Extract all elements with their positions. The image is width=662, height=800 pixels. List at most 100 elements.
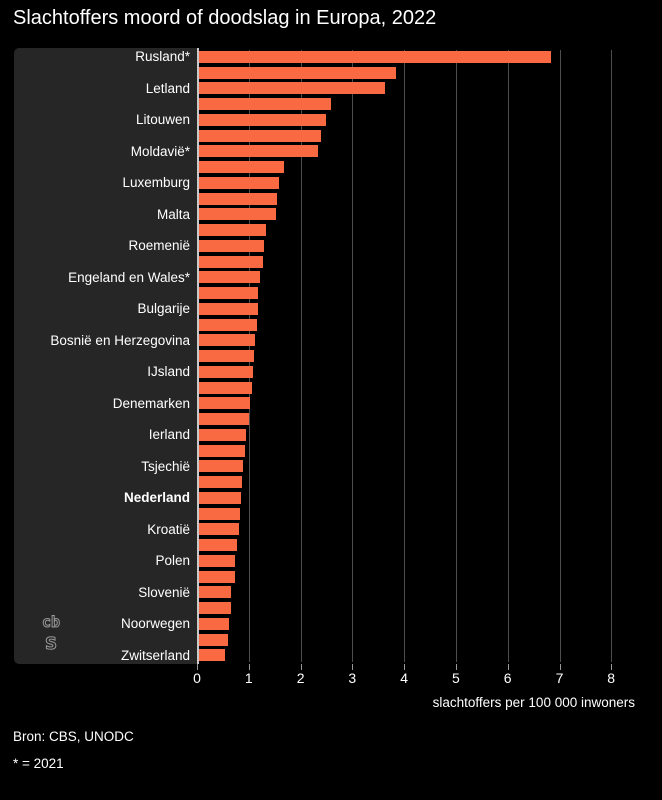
bar: [199, 82, 386, 95]
country-label: Denemarken: [112, 395, 190, 411]
bar-row: Rusland*: [14, 49, 648, 65]
bar: [199, 381, 252, 394]
bar: [199, 255, 264, 268]
bar-row: [14, 443, 648, 459]
bar: [199, 523, 239, 536]
bar: [199, 66, 396, 79]
x-axis-title: slachtoffers per 100 000 inwoners: [432, 695, 635, 710]
x-tick-label: 2: [296, 670, 305, 686]
bar-row: [14, 128, 648, 144]
bar: [199, 98, 331, 111]
bar-row: [14, 632, 648, 648]
x-axis-ticks: [197, 664, 648, 670]
bar-row: Letland: [14, 81, 648, 97]
country-label: Rusland*: [135, 49, 190, 65]
bar-row: [14, 285, 648, 301]
x-tick-mark: [559, 664, 561, 670]
x-tick-label: 8: [607, 670, 616, 686]
bar: [199, 287, 258, 300]
bar-row: [14, 317, 648, 333]
country-label: Tsjechië: [141, 458, 190, 474]
label-gutter: [14, 48, 197, 664]
bar: [199, 602, 231, 615]
country-label: Litouwen: [135, 112, 190, 128]
bar: [199, 633, 228, 646]
x-tick-mark: [611, 664, 613, 670]
bar: [199, 365, 254, 378]
bar-row: [14, 569, 648, 585]
bar-row: Moldavië*: [14, 144, 648, 160]
gridline: [507, 50, 509, 662]
bar: [199, 491, 241, 504]
bar: [199, 476, 242, 489]
bar: [199, 176, 280, 189]
bar-row: Nederland: [14, 490, 648, 506]
bar-row: [14, 159, 648, 175]
bar-row: [14, 191, 648, 207]
bar-row: Polen: [14, 553, 648, 569]
bar: [199, 239, 265, 252]
country-label: Zwitserland: [120, 647, 190, 663]
bar: [199, 554, 236, 567]
gridline: [300, 50, 302, 662]
bar-row: Ierland: [14, 427, 648, 443]
bar: [199, 129, 321, 142]
bar-row: Tsjechië: [14, 459, 648, 475]
bar: [199, 271, 260, 284]
bar-row: Engeland en Wales*: [14, 270, 648, 286]
country-label: Moldavië*: [130, 143, 190, 159]
source-note: Bron: CBS, UNODC: [13, 729, 134, 744]
x-tick-mark: [404, 664, 406, 670]
country-label: Noorwegen: [120, 616, 190, 632]
bar: [199, 50, 552, 63]
bar-row: [14, 380, 648, 396]
bar: [199, 507, 241, 520]
bar: [199, 208, 276, 221]
x-axis-tick-labels: 0 1 2 3 4 5 6 7 8: [193, 670, 648, 687]
gridline: [611, 50, 613, 662]
bar-row: [14, 474, 648, 490]
bar: [199, 318, 257, 331]
country-label: Kroatië: [147, 521, 190, 537]
bar-row: Denemarken: [14, 396, 648, 412]
bar-rows: Rusland* Letland Litouwen Moldavië* Luxembur…: [14, 49, 648, 663]
country-label: Ierland: [148, 427, 190, 443]
gridline: [559, 50, 561, 662]
bar: [199, 397, 250, 410]
bar: [199, 224, 267, 237]
x-tick-label: 0: [193, 670, 201, 686]
bar: [199, 145, 319, 158]
bar-row: [14, 506, 648, 522]
bar: [199, 460, 243, 473]
country-label: Slovenië: [138, 584, 190, 600]
gridline: [404, 50, 406, 662]
bar-row: Litouwen: [14, 112, 648, 128]
x-tick-label: 4: [400, 670, 408, 686]
bar-row: [14, 411, 648, 427]
country-label: Roemenië: [128, 238, 190, 254]
country-label: Luxemburg: [122, 175, 190, 191]
bar-row: [14, 96, 648, 112]
bar-row: Roemenië: [14, 238, 648, 254]
x-tick-mark: [352, 664, 354, 670]
x-tick-mark: [248, 664, 250, 670]
bar: [199, 113, 326, 126]
bar-row: Malta: [14, 207, 648, 223]
bar-row: Kroatië: [14, 522, 648, 538]
bar-row: [14, 254, 648, 270]
x-tick-label: 3: [348, 670, 357, 686]
x-tick-label: 1: [244, 670, 253, 686]
bar-row: Slovenië: [14, 585, 648, 601]
zero-axis-line: [197, 48, 199, 664]
cbs-logo-bottom-letter: s: [44, 630, 57, 654]
bar-row: [14, 65, 648, 81]
bar: [199, 586, 232, 599]
bar: [199, 192, 277, 205]
country-label: Malta: [156, 206, 190, 222]
bar: [199, 350, 255, 363]
bar-row: Bulgarije: [14, 301, 648, 317]
gridline: [352, 50, 354, 662]
bar: [199, 617, 229, 630]
bar: [199, 334, 256, 347]
bar: [199, 413, 249, 426]
